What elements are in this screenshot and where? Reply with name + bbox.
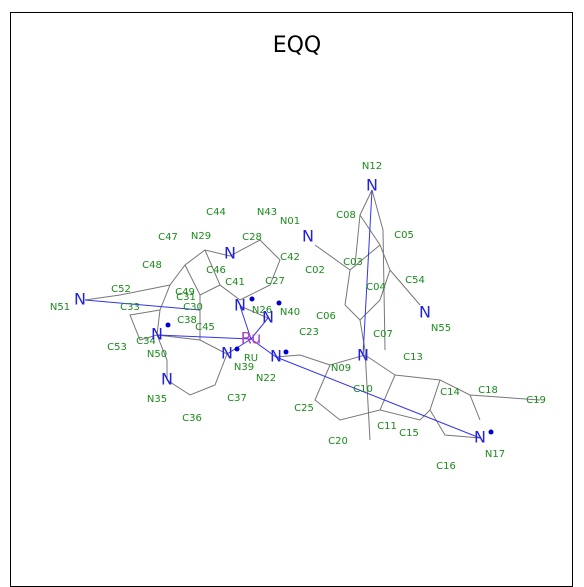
atom-label: C06 [316, 311, 336, 322]
atom-label: C05 [394, 230, 414, 241]
element-symbol: N [221, 344, 233, 363]
atom-label: C28 [242, 232, 262, 243]
atom-label: C02 [305, 265, 325, 276]
atom-label: C41 [225, 277, 245, 288]
atom-label: C48 [142, 260, 162, 271]
element-symbol: N [302, 227, 314, 246]
atom-label: N51 [50, 302, 70, 313]
atom-label: N22 [256, 373, 276, 384]
atom-label: C19 [526, 395, 546, 406]
atom-label: C30 [183, 302, 203, 313]
element-symbol: N [270, 347, 282, 366]
element-symbol: N [357, 346, 369, 365]
element-symbol: N [161, 370, 173, 389]
element-symbol: N [366, 176, 378, 195]
atom-label: N40 [280, 307, 300, 318]
atom-label: C15 [399, 428, 419, 439]
frame [11, 13, 573, 587]
atom-label: C18 [478, 385, 498, 396]
atom-label: C46 [206, 265, 226, 276]
atom-label: C33 [120, 302, 140, 313]
atom-label: N55 [431, 323, 451, 334]
atom-label: C36 [182, 413, 202, 424]
atom-label: N01 [280, 216, 300, 227]
atom-label: C07 [373, 329, 393, 340]
atom-label: C42 [280, 252, 300, 263]
atom-label: C53 [107, 342, 127, 353]
element-symbol: N [262, 308, 274, 327]
atom-label: C08 [336, 210, 356, 221]
element-symbol: N [224, 244, 236, 263]
atom-label: C03 [343, 257, 363, 268]
atom-label: C14 [440, 387, 460, 398]
atom-label: C37 [227, 393, 247, 404]
element-symbol: N [419, 303, 431, 322]
atom-label: N29 [191, 231, 211, 242]
atom-label: C45 [195, 322, 215, 333]
atom-label: C25 [294, 403, 314, 414]
atom-label: N50 [147, 349, 167, 360]
atom-label: C11 [377, 421, 397, 432]
atom-label: C47 [158, 232, 178, 243]
atom-label: N35 [147, 394, 167, 405]
atom-label: C20 [328, 436, 348, 447]
atom-label: C04 [366, 282, 386, 293]
atom-label: N09 [331, 363, 351, 374]
element-symbol: N [474, 428, 486, 447]
atom-label: N43 [257, 207, 277, 218]
atom-label: N17 [485, 449, 505, 460]
molecule-view: EQQ N12 C08 C05 N01 C44 N43 N29 C28 C47 C02 C03 C42… [0, 0, 584, 587]
element-symbol: N [151, 325, 163, 344]
atom-label: C13 [403, 352, 423, 363]
atom-label: C38 [177, 315, 197, 326]
atom-label: C23 [299, 327, 319, 338]
title: EQQ [273, 33, 322, 58]
element-symbol: N [74, 290, 86, 309]
element-symbol: N [234, 296, 246, 315]
atom-label: C27 [265, 276, 285, 287]
atom-label: C10 [353, 384, 373, 395]
atom-label: C16 [436, 461, 456, 472]
atom-label: C44 [206, 207, 226, 218]
atom-label: RU [244, 353, 258, 364]
atom-label: C52 [111, 284, 131, 295]
element-symbol: Ru [241, 329, 262, 348]
atom-label: C54 [405, 275, 425, 286]
atom-label: N12 [362, 161, 382, 172]
